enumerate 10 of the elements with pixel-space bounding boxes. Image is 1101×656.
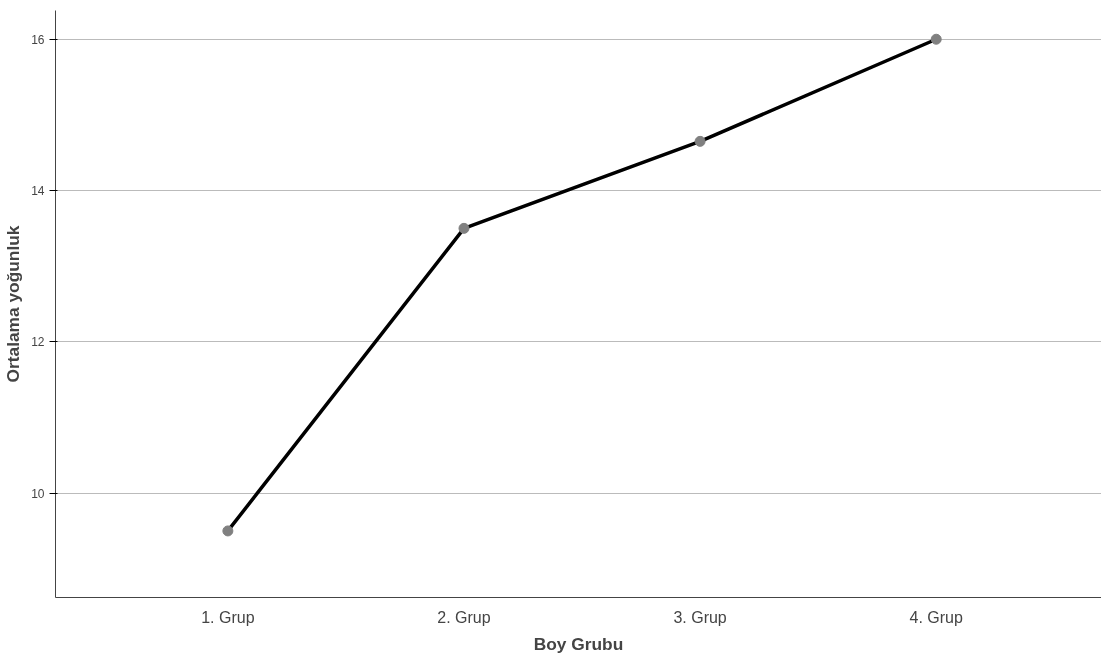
y-tick-label: 12 [31, 335, 45, 350]
x-tick-label: 4. Grup [909, 608, 963, 626]
y-tick-label: 14 [31, 184, 45, 199]
x-tick-label: 2. Grup [437, 608, 491, 626]
x-tick-label: 3. Grup [673, 608, 727, 626]
y-tick-label: 16 [31, 32, 45, 47]
y-tick-label: 10 [31, 486, 45, 501]
y-axis-title: Ortalama yoğunluk [3, 225, 24, 383]
x-axis-title: Boy Grubu [533, 633, 624, 654]
x-tick-label: 1. Grup [201, 608, 255, 626]
